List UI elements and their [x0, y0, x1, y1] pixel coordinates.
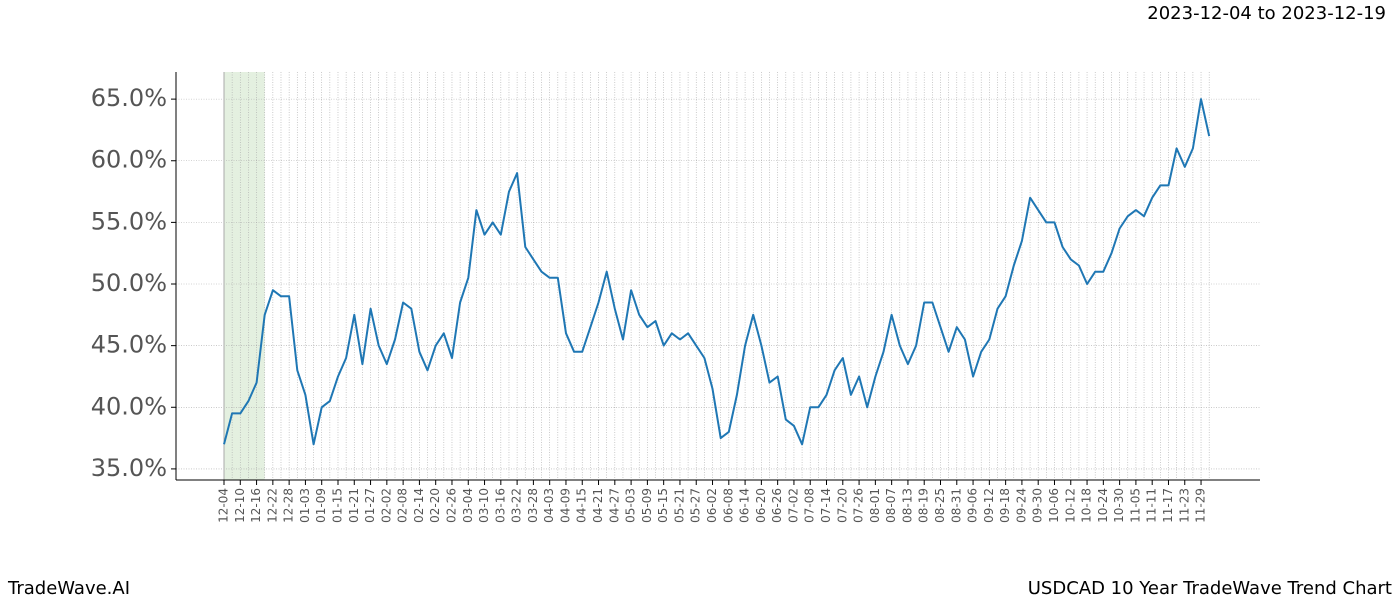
x-tick-label: 01-27 [363, 488, 377, 523]
x-tick-label: 07-02 [786, 488, 800, 523]
x-tick-label: 06-26 [770, 488, 784, 523]
x-tick-label: 02-20 [428, 488, 442, 523]
x-tick-label: 09-06 [966, 488, 980, 523]
x-tick-label: 01-03 [298, 488, 312, 523]
x-tick-label: 12-16 [249, 488, 263, 523]
x-tick-label: 02-14 [412, 488, 426, 523]
x-tick-label: 04-03 [542, 488, 556, 523]
x-tick-label: 06-14 [738, 488, 752, 523]
footer-left: TradeWave.AI [7, 578, 130, 599]
x-tick-label: 10-06 [1047, 488, 1061, 523]
x-tick-label: 12-28 [282, 488, 296, 523]
x-tick-label: 07-14 [819, 488, 833, 523]
x-tick-label: 08-19 [917, 488, 931, 523]
x-tick-label: 07-26 [852, 488, 866, 523]
x-tick-label: 04-09 [558, 488, 572, 523]
x-tick-label: 11-11 [1145, 488, 1159, 523]
series-line [223, 98, 1211, 446]
x-tick-label: 01-15 [330, 488, 344, 523]
x-tick-label: 12-04 [217, 488, 231, 523]
x-tick-label: 07-20 [835, 488, 849, 523]
x-tick-label: 09-18 [998, 488, 1012, 523]
x-tick-label: 05-21 [672, 488, 686, 523]
y-tick-label: 65.0% [91, 84, 167, 112]
x-tick-label: 10-12 [1063, 488, 1077, 523]
x-tick-label: 05-27 [689, 488, 703, 523]
x-tick-label: 08-31 [949, 488, 963, 523]
x-tick-label: 09-24 [1014, 488, 1028, 523]
x-tick-label: 10-30 [1112, 488, 1126, 523]
x-tick-label: 09-12 [982, 488, 996, 523]
x-tick-label: 05-09 [640, 488, 654, 523]
footer-right: USDCAD 10 Year TradeWave Trend Chart [1028, 578, 1392, 599]
x-tick-label: 11-29 [1194, 488, 1208, 523]
y-tick-label: 50.0% [91, 269, 167, 297]
x-tick-label: 08-01 [868, 488, 882, 523]
x-tick-label: 11-05 [1128, 488, 1142, 523]
x-tick-label: 06-02 [705, 488, 719, 523]
x-tick-label: 03-04 [461, 488, 475, 523]
x-tick-label: 04-21 [591, 488, 605, 523]
x-tick-label: 02-02 [379, 488, 393, 523]
x-tick-label: 09-30 [1031, 488, 1045, 523]
y-tick-label: 35.0% [91, 454, 167, 482]
x-tick-label: 02-08 [396, 488, 410, 523]
x-tick-label: 03-16 [493, 488, 507, 523]
x-tick-label: 10-18 [1080, 488, 1094, 523]
x-tick-label: 10-24 [1096, 488, 1110, 523]
highlight-band [224, 72, 265, 480]
y-tick-label: 55.0% [91, 207, 167, 235]
x-tick-label: 06-08 [721, 488, 735, 523]
x-tick-label: 01-09 [314, 488, 328, 523]
x-tick-label: 07-08 [803, 488, 817, 523]
x-tick-label: 06-20 [754, 488, 768, 523]
x-tick-label: 02-26 [444, 488, 458, 523]
x-tick-label: 04-27 [607, 488, 621, 523]
x-tick-label: 08-07 [884, 488, 898, 523]
x-tick-label: 11-17 [1161, 488, 1175, 523]
x-tick-label: 03-28 [526, 488, 540, 523]
x-tick-label: 04-15 [575, 488, 589, 523]
x-tick-label: 05-15 [656, 488, 670, 523]
x-tick-label: 12-22 [265, 488, 279, 523]
x-tick-label: 08-13 [900, 488, 914, 523]
x-tick-label: 12-10 [233, 488, 247, 523]
x-tick-label: 11-23 [1177, 488, 1191, 523]
x-tick-label: 08-25 [933, 488, 947, 523]
chart-title: 2023-12-04 to 2023-12-19 [1147, 3, 1386, 24]
x-tick-label: 03-22 [510, 488, 524, 523]
x-tick-label: 01-21 [347, 488, 361, 523]
y-tick-label: 40.0% [91, 392, 167, 420]
y-tick-label: 45.0% [91, 331, 167, 359]
x-tick-label: 05-03 [624, 488, 638, 523]
y-tick-label: 60.0% [91, 146, 167, 174]
x-tick-label: 03-10 [477, 488, 491, 523]
